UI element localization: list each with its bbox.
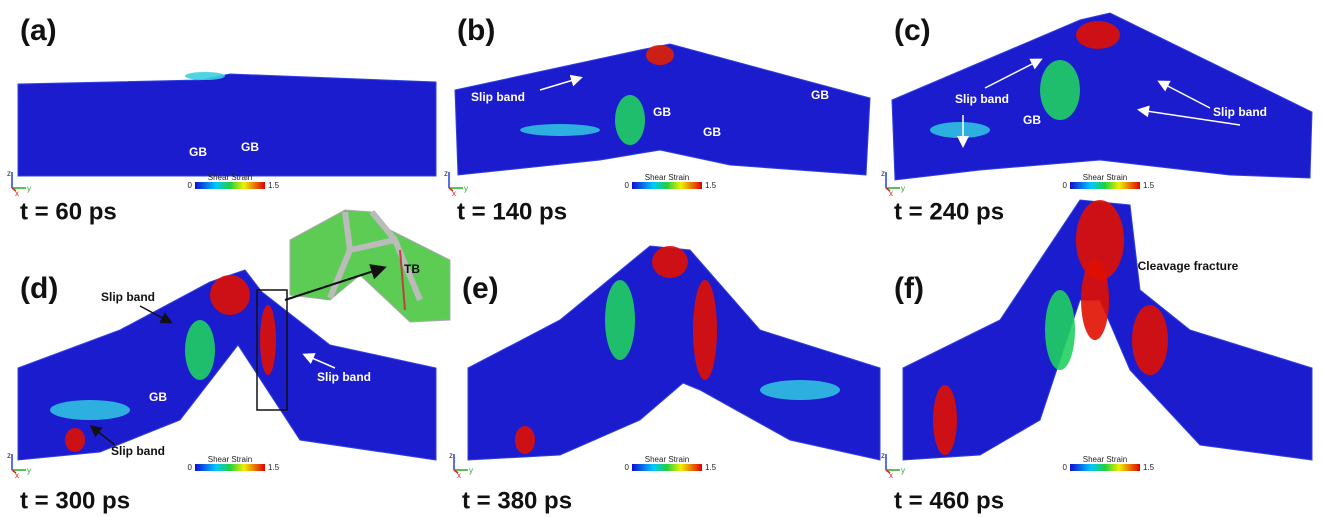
panel-label: (e) [462, 272, 499, 305]
strain-region [605, 280, 635, 360]
strain-region [693, 280, 717, 380]
colorbar-max: 1.5 [1143, 463, 1155, 472]
strain-region [933, 385, 957, 455]
strain-region [930, 122, 990, 138]
colorbar-max: 1.5 [1143, 181, 1155, 190]
strain-region [185, 72, 225, 80]
annotation: GB [241, 140, 259, 154]
strain-region [185, 320, 215, 380]
annotation: GB [149, 390, 167, 404]
axis-label-z: z [7, 169, 11, 178]
time-label: t = 460 ps [894, 487, 1004, 514]
axis-label-x: x [889, 471, 893, 480]
panel: (d) t = 300 ps Shear Strain 0 1.5 z xy Slip ban… [7, 270, 436, 514]
axis-label-x: x [15, 471, 19, 480]
colorbar-max: 1.5 [705, 181, 717, 190]
strain-region [1040, 60, 1080, 120]
axis-label-y: y [27, 184, 31, 193]
colorbar [1070, 182, 1140, 189]
strain-region [1076, 21, 1120, 49]
strain-region [1132, 305, 1168, 375]
time-label: t = 380 ps [462, 487, 572, 514]
colorbar-title: Shear Strain [1083, 455, 1127, 464]
colorbar-min: 0 [1063, 463, 1068, 472]
colorbar-min: 0 [625, 463, 630, 472]
axis-label-x: x [452, 189, 456, 198]
colorbar-min: 0 [188, 463, 193, 472]
strain-region [1045, 290, 1075, 370]
axis-label-y: y [901, 466, 905, 475]
strain-region [652, 246, 688, 278]
colorbar-max: 1.5 [705, 463, 717, 472]
axis-label-x: x [889, 189, 893, 198]
panel: (f) t = 460 ps Shear Strain 0 1.5 z xy Cleavage… [881, 200, 1312, 514]
strain-region [1081, 260, 1109, 340]
axis-label-y: y [469, 466, 473, 475]
colorbar [195, 464, 265, 471]
colorbar-max: 1.5 [268, 181, 280, 190]
time-label: t = 140 ps [457, 198, 567, 225]
axis-label-z: z [881, 451, 885, 460]
time-label: t = 300 ps [20, 487, 130, 514]
inset-label: TB [404, 262, 420, 276]
time-label: t = 60 ps [20, 198, 117, 225]
panel-label: (b) [457, 14, 495, 47]
annotation: Slip band [111, 444, 165, 458]
colorbar-title: Shear Strain [208, 173, 252, 182]
strain-region [210, 275, 250, 315]
colorbar-min: 0 [188, 181, 193, 190]
annotation: Slip band [317, 370, 371, 384]
colorbar-min: 0 [1063, 181, 1068, 190]
strain-region [760, 380, 840, 400]
annotation: Slip band [955, 92, 1009, 106]
colorbar [632, 464, 702, 471]
axis-label-y: y [27, 466, 31, 475]
strain-region [520, 124, 600, 136]
annotation: GB [811, 88, 829, 102]
strain-region [615, 95, 645, 145]
axis-label-x: x [457, 471, 461, 480]
colorbar-title: Shear Strain [645, 455, 689, 464]
panel: (e) t = 380 ps Shear Strain 0 1.5 z xy [449, 246, 880, 514]
panel-label: (c) [894, 14, 931, 47]
annotation: GB [189, 145, 207, 159]
panel: (b) t = 140 ps Shear Strain 0 1.5 z xy Slip ban… [444, 14, 870, 225]
axis-label-z: z [449, 451, 453, 460]
colorbar [632, 182, 702, 189]
axis-label-z: z [881, 169, 885, 178]
annotation: Slip band [471, 90, 525, 104]
axis-label-x: x [15, 189, 19, 198]
annotation: GB [703, 125, 721, 139]
strain-region [260, 305, 276, 375]
colorbar-title: Shear Strain [645, 173, 689, 182]
annotation: Slip band [101, 290, 155, 304]
axis-label-y: y [901, 184, 905, 193]
strain-region [646, 45, 674, 65]
colorbar-min: 0 [625, 181, 630, 190]
colorbar-title: Shear Strain [1083, 173, 1127, 182]
axis-label-y: y [464, 184, 468, 193]
panel-label: (d) [20, 272, 58, 305]
strain-region [65, 428, 85, 452]
time-label: t = 240 ps [894, 198, 1004, 225]
colorbar [1070, 464, 1140, 471]
axis-label-z: z [7, 451, 11, 460]
strain-region [50, 400, 130, 420]
colorbar [195, 182, 265, 189]
annotation: Cleavage fracture [1138, 259, 1239, 273]
panel: (a) t = 60 ps Shear Strain 0 1.5 z xy GB GB [7, 14, 436, 225]
annotation: GB [1023, 113, 1041, 127]
panel-label: (a) [20, 14, 57, 47]
panel: (c) t = 240 ps Shear Strain 0 1.5 z xy Slip ban… [881, 13, 1312, 225]
annotation: GB [653, 105, 671, 119]
colorbar-max: 1.5 [268, 463, 280, 472]
specimen [18, 74, 436, 176]
annotation: Slip band [1213, 105, 1267, 119]
inset-image [290, 210, 450, 322]
colorbar-title: Shear Strain [208, 455, 252, 464]
strain-region [515, 426, 535, 454]
figure: (a)t = 60 psShear Strain01.5zxyGBGB(b)t … [0, 0, 1322, 517]
panel-label: (f) [894, 272, 924, 305]
axis-label-z: z [444, 169, 448, 178]
